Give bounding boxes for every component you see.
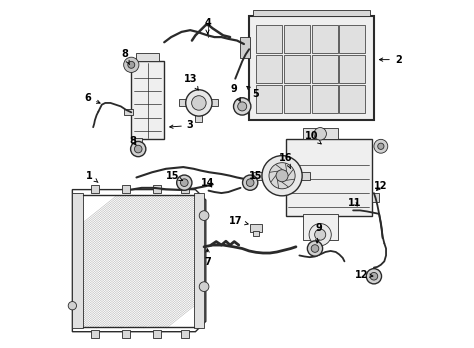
Text: 3: 3 bbox=[170, 120, 193, 130]
Bar bbox=[180, 100, 186, 106]
Text: 14: 14 bbox=[201, 178, 214, 188]
Bar bbox=[285, 139, 372, 216]
Bar bbox=[122, 330, 130, 338]
Bar bbox=[153, 330, 162, 338]
Circle shape bbox=[243, 175, 258, 190]
Text: 2: 2 bbox=[379, 55, 401, 65]
Bar bbox=[137, 53, 159, 61]
Bar bbox=[211, 100, 219, 106]
Circle shape bbox=[237, 102, 246, 111]
Circle shape bbox=[269, 163, 295, 189]
Bar bbox=[256, 85, 282, 113]
Circle shape bbox=[276, 170, 288, 182]
Bar bbox=[195, 116, 202, 122]
Circle shape bbox=[311, 245, 319, 252]
Bar bbox=[311, 85, 337, 113]
Text: 15: 15 bbox=[166, 171, 182, 181]
Bar bbox=[256, 25, 282, 53]
Text: 8: 8 bbox=[129, 136, 137, 146]
Circle shape bbox=[199, 282, 209, 292]
Circle shape bbox=[309, 223, 331, 246]
Text: 1: 1 bbox=[86, 171, 98, 182]
Bar bbox=[372, 193, 379, 202]
Bar bbox=[253, 172, 263, 180]
Bar bbox=[181, 330, 189, 338]
Circle shape bbox=[131, 141, 146, 157]
Circle shape bbox=[68, 302, 76, 310]
Circle shape bbox=[186, 90, 212, 116]
Bar bbox=[249, 16, 374, 120]
Bar bbox=[284, 55, 310, 83]
Text: 6: 6 bbox=[84, 93, 100, 103]
Circle shape bbox=[370, 272, 378, 280]
Circle shape bbox=[199, 211, 209, 220]
Circle shape bbox=[234, 98, 251, 115]
Polygon shape bbox=[73, 190, 206, 332]
Bar bbox=[253, 10, 371, 16]
Bar bbox=[253, 231, 259, 236]
Bar bbox=[250, 223, 262, 232]
Bar bbox=[131, 61, 164, 139]
Circle shape bbox=[378, 143, 384, 149]
Bar bbox=[339, 25, 365, 53]
Bar bbox=[311, 55, 337, 83]
Text: 16: 16 bbox=[279, 153, 292, 169]
Bar bbox=[73, 193, 83, 328]
Bar bbox=[311, 25, 337, 53]
Circle shape bbox=[181, 179, 188, 187]
Text: 15: 15 bbox=[249, 171, 263, 181]
Circle shape bbox=[191, 96, 206, 110]
Text: 12: 12 bbox=[374, 181, 388, 191]
Bar bbox=[135, 138, 142, 144]
Text: 13: 13 bbox=[183, 74, 198, 90]
Circle shape bbox=[262, 156, 302, 196]
Bar bbox=[339, 85, 365, 113]
Circle shape bbox=[124, 57, 139, 72]
Circle shape bbox=[128, 61, 135, 68]
Circle shape bbox=[135, 145, 142, 153]
Bar bbox=[153, 185, 162, 193]
Circle shape bbox=[177, 175, 192, 190]
Circle shape bbox=[366, 269, 382, 284]
Bar bbox=[303, 214, 337, 240]
Bar bbox=[240, 37, 250, 58]
Text: 7: 7 bbox=[204, 249, 211, 267]
Bar bbox=[284, 25, 310, 53]
Text: 9: 9 bbox=[315, 223, 322, 243]
Bar bbox=[339, 55, 365, 83]
Text: 12: 12 bbox=[355, 269, 373, 279]
Circle shape bbox=[246, 179, 254, 187]
Text: 8: 8 bbox=[121, 49, 129, 65]
Bar bbox=[256, 55, 282, 83]
Bar bbox=[122, 185, 130, 193]
Circle shape bbox=[314, 128, 327, 140]
Bar bbox=[303, 128, 337, 139]
Text: 11: 11 bbox=[348, 198, 362, 208]
Bar bbox=[284, 85, 310, 113]
Bar bbox=[301, 172, 310, 180]
Bar bbox=[194, 193, 204, 328]
Bar bbox=[91, 330, 99, 338]
Circle shape bbox=[307, 241, 323, 256]
Bar bbox=[181, 185, 189, 193]
Text: 5: 5 bbox=[247, 86, 259, 99]
Text: 17: 17 bbox=[228, 216, 248, 226]
Bar bbox=[91, 185, 99, 193]
Text: 9: 9 bbox=[230, 84, 240, 101]
Circle shape bbox=[315, 229, 326, 240]
Circle shape bbox=[374, 139, 388, 153]
Text: 10: 10 bbox=[305, 131, 321, 144]
Text: 4: 4 bbox=[204, 18, 211, 34]
Bar bbox=[124, 109, 133, 115]
